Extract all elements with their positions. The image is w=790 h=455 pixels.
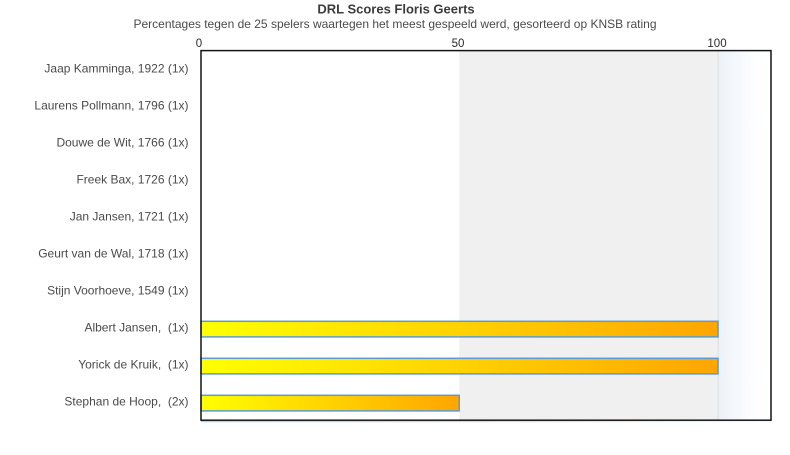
svg-text:50: 50 [452, 38, 465, 50]
svg-text:Douwe de Wit, 1766 (1x): Douwe de Wit, 1766 (1x) [56, 136, 188, 150]
svg-text:DRL Scores Floris Geerts: DRL Scores Floris Geerts [317, 2, 474, 17]
svg-text:Jan Jansen, 1721 (1x): Jan Jansen, 1721 (1x) [70, 210, 189, 224]
svg-text:Yorick de Kruik, (1x): Yorick de Kruik, (1x) [78, 358, 188, 372]
svg-text:Freek Bax, 1726 (1x): Freek Bax, 1726 (1x) [76, 173, 188, 187]
svg-text:Stijn Voorhoeve, 1549 (1x): Stijn Voorhoeve, 1549 (1x) [47, 284, 188, 298]
svg-text:Jaap Kamminga, 1922 (1x): Jaap Kamminga, 1922 (1x) [44, 62, 188, 76]
svg-text:0: 0 [196, 38, 202, 50]
svg-text:Stephan de Hoop, (2x): Stephan de Hoop, (2x) [64, 395, 188, 409]
svg-text:Albert Jansen, (1x): Albert Jansen, (1x) [84, 321, 188, 335]
svg-text:Geurt van de Wal, 1718 (1x): Geurt van de Wal, 1718 (1x) [38, 247, 188, 261]
svg-text:Laurens Pollmann, 1796 (1x): Laurens Pollmann, 1796 (1x) [34, 99, 188, 113]
svg-text:100: 100 [707, 38, 726, 50]
svg-text:Percentages tegen de 25 speler: Percentages tegen de 25 spelers waartege… [134, 17, 657, 31]
